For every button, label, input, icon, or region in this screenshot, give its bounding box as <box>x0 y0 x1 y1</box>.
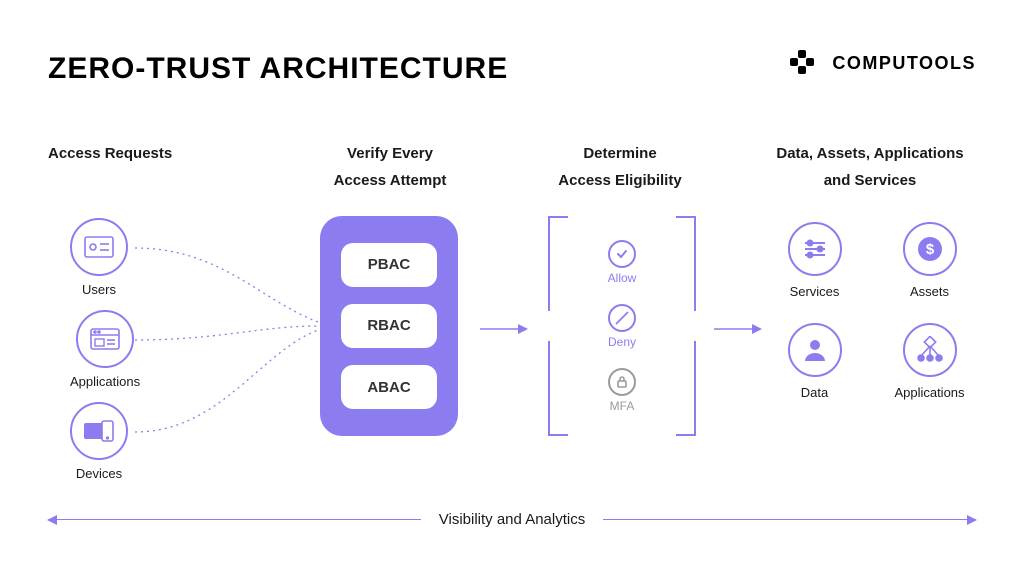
eligibility-label: Deny <box>608 335 636 349</box>
column-header-assets: Data, Assets, Applicationsand Services <box>760 140 980 194</box>
column-header-requests: Access Requests <box>48 140 208 167</box>
eligibility-deny: Deny <box>608 304 636 349</box>
eligibility-box: Allow Deny MFA <box>548 216 696 436</box>
nodes-icon <box>903 323 957 377</box>
applications-icon <box>76 310 134 368</box>
eligibility-label: Allow <box>608 271 637 285</box>
request-item-users: Users <box>70 218 128 297</box>
flow-arrow-icon <box>712 322 762 336</box>
asset-applications: Applications <box>887 323 972 400</box>
asset-label: Assets <box>910 284 949 299</box>
visibility-label: Visibility and Analytics <box>421 511 603 528</box>
asset-label: Applications <box>894 385 964 400</box>
eligibility-mfa: MFA <box>608 368 636 413</box>
request-item-applications: Applications <box>70 310 140 389</box>
users-icon <box>70 218 128 276</box>
asset-services: Services <box>772 222 857 299</box>
brand-text: COMPUTOOLS <box>832 53 976 74</box>
request-label: Users <box>82 282 116 297</box>
visibility-arrow: Visibility and Analytics <box>48 507 976 531</box>
lock-circle-icon <box>608 368 636 396</box>
eligibility-label: MFA <box>610 399 635 413</box>
check-circle-icon <box>608 240 636 268</box>
arrow-line-left <box>48 519 421 520</box>
svg-text:$: $ <box>925 241 934 258</box>
asset-label: Data <box>801 385 828 400</box>
devices-icon <box>70 402 128 460</box>
eligibility-allow: Allow <box>608 240 637 285</box>
computools-logo-icon <box>784 48 820 78</box>
request-label: Applications <box>70 374 140 389</box>
person-icon <box>788 323 842 377</box>
page-title: ZERO-TRUST ARCHITECTURE <box>48 52 508 86</box>
request-label: Devices <box>76 466 122 481</box>
assets-grid: Services $ Assets Data <box>772 222 972 400</box>
column-header-determine: DetermineAccess Eligibility <box>545 140 695 194</box>
verify-pill-abac: ABAC <box>341 365 437 409</box>
column-header-verify: Verify EveryAccess Attempt <box>310 140 470 194</box>
arrow-line-right <box>603 519 976 520</box>
ban-circle-icon <box>608 304 636 332</box>
verify-box: PBAC RBAC ABAC <box>320 216 458 436</box>
verify-pill-pbac: PBAC <box>341 243 437 287</box>
verify-pill-rbac: RBAC <box>341 304 437 348</box>
asset-label: Services <box>790 284 840 299</box>
dollar-icon: $ <box>903 222 957 276</box>
asset-data: Data <box>772 323 857 400</box>
flow-arrow-icon <box>478 322 528 336</box>
request-item-devices: Devices <box>70 402 128 481</box>
asset-assets: $ Assets <box>887 222 972 299</box>
sliders-icon <box>788 222 842 276</box>
brand-logo: COMPUTOOLS <box>784 48 976 78</box>
